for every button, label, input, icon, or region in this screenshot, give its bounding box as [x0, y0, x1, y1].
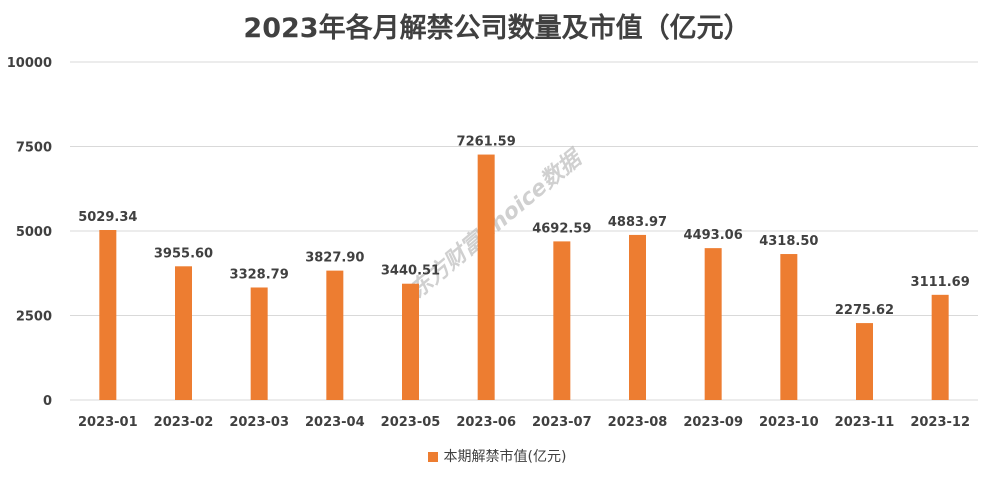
bar [780, 254, 798, 400]
bar [175, 266, 192, 400]
x-tick-label: 2023-02 [154, 415, 214, 430]
x-tick-label: 2023-12 [910, 415, 970, 430]
legend-swatch [427, 452, 438, 462]
x-tick-label: 2023-08 [608, 415, 668, 430]
data-label: 4883.97 [608, 215, 667, 230]
data-label: 4692.59 [532, 221, 591, 236]
legend-label: 本期解禁市值(亿元) [443, 449, 567, 465]
legend: 本期解禁市值(亿元) [0, 446, 994, 466]
y-tick-label: 2500 [16, 310, 52, 325]
x-tick-label: 2023-05 [381, 415, 441, 430]
y-tick-label: 10000 [7, 56, 52, 71]
x-tick-label: 2023-07 [532, 415, 592, 430]
data-label: 2275.62 [835, 303, 894, 318]
x-tick-label: 2023-03 [229, 415, 289, 430]
bar [99, 230, 117, 400]
bar [477, 154, 495, 400]
data-label: 3111.69 [911, 275, 970, 290]
bar [553, 241, 571, 400]
chart-title: 2023年各月解禁公司数量及市值（亿元） [243, 13, 751, 44]
data-label: 4318.50 [759, 234, 818, 249]
bar [250, 287, 268, 400]
bar [704, 248, 722, 400]
bar [402, 283, 419, 400]
x-tick-label: 2023-09 [683, 415, 743, 430]
data-label: 7261.59 [457, 135, 516, 150]
x-tick-label: 2023-06 [456, 415, 516, 430]
data-label: 3955.60 [154, 246, 213, 261]
data-label: 3328.79 [230, 267, 289, 282]
bar [856, 323, 873, 400]
x-tick-label: 2023-11 [835, 415, 895, 430]
data-label: 5029.34 [78, 210, 137, 225]
y-tick-label: 5000 [16, 225, 52, 240]
y-tick-label: 7500 [16, 141, 52, 156]
data-label: 3440.51 [381, 264, 440, 279]
bar [629, 234, 646, 400]
data-label: 3827.90 [305, 251, 364, 266]
x-tick-label: 2023-01 [78, 415, 138, 430]
y-tick-label: 0 [43, 394, 52, 409]
x-tick-label: 2023-10 [759, 415, 819, 430]
bar [326, 270, 344, 400]
data-label: 4493.06 [684, 228, 743, 243]
x-tick-label: 2023-04 [305, 415, 365, 430]
bar [931, 294, 949, 400]
